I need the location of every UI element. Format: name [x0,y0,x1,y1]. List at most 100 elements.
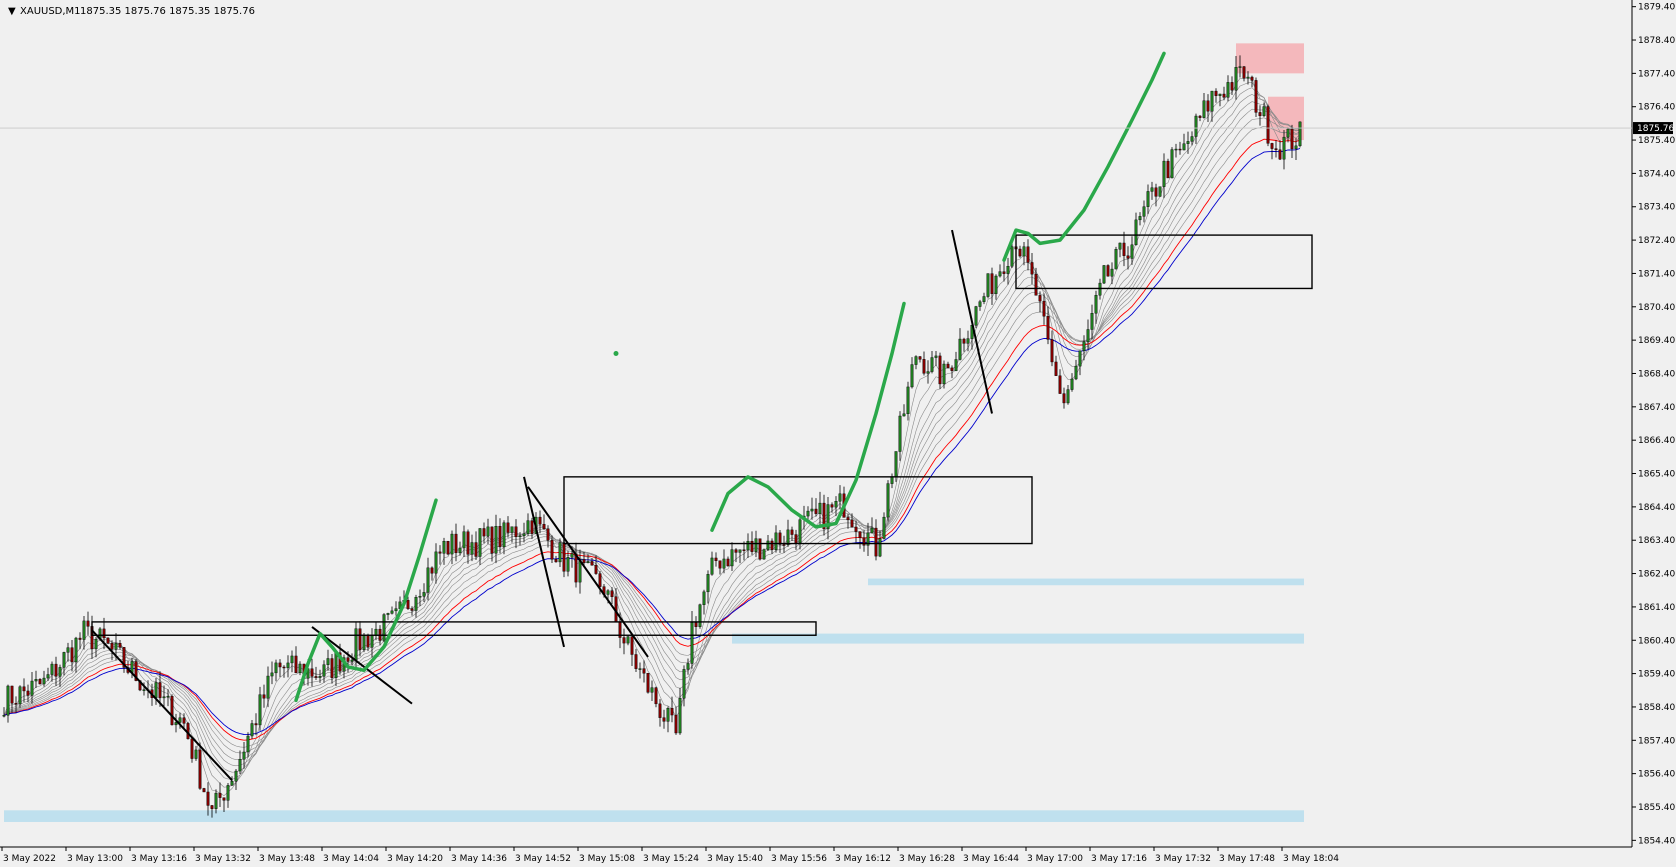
candle-body [1294,145,1298,150]
candle-body [122,647,126,668]
chart-ohlc: 1875.35 1875.76 1875.35 1875.76 [80,6,255,17]
candle [1086,319,1090,350]
candle [722,549,726,574]
candle-body [414,597,418,611]
candle [1206,94,1210,123]
candle-body [70,647,74,663]
candle [566,550,570,577]
candle-body [754,538,758,552]
candle [1186,131,1190,154]
candle-body [1074,365,1078,380]
candle-body [1266,106,1270,144]
candle [482,522,486,544]
candle [1142,200,1146,223]
candle [1182,133,1186,151]
candle-body [386,613,390,615]
candle-body [1046,316,1050,340]
candle-body [1222,93,1226,98]
candle [410,606,414,616]
candle-body [742,549,746,551]
candle [318,669,322,683]
candle [506,516,510,538]
candle [978,299,982,311]
candle-body [214,792,218,809]
candle [986,273,990,299]
candle-body [670,708,674,716]
candle [42,670,46,687]
candle-body [486,526,490,537]
candle [882,512,886,540]
candle [550,535,554,563]
candle-body [914,356,918,365]
candle [1154,183,1158,207]
candle [1242,66,1246,82]
candle-body [258,694,262,726]
candle [1078,350,1082,376]
candle-body [246,735,250,753]
candle [210,804,214,818]
candle-body [750,540,754,552]
time-tick-label: 3 May 15:56 [771,854,827,864]
candle-body [870,527,874,534]
candle-body [814,508,818,514]
candle-body [1298,121,1302,147]
candle [46,667,50,681]
time-tick-label: 3 May 13:00 [67,854,123,864]
candle [6,684,10,723]
time-tick-label: 3 May 2022 [3,854,56,864]
candle [866,522,870,557]
price-tick-label: 1867.40 [1638,403,1675,413]
candle-body [974,306,978,326]
candle [1098,278,1102,300]
candle [1094,290,1098,324]
time-tick-label: 3 May 17:32 [1155,854,1211,864]
candle [538,510,542,534]
price-axis: 1879.40 1878.40 1877.40 1876.40 1875.40 1874.… [0,0,1675,848]
candle [1070,373,1074,392]
candle-body [766,540,770,550]
candle [474,531,478,561]
candle [462,525,466,558]
candle [510,526,514,543]
trend-curve-0 [294,498,438,703]
candle-body [682,669,686,699]
candle-body [1282,136,1286,160]
candle-body [530,520,534,534]
candle [158,671,162,707]
candle-body [1110,268,1114,277]
candle [1222,86,1226,101]
candle [50,661,54,682]
candle-body [1170,149,1174,179]
candle [78,632,82,650]
candle-body [118,643,122,648]
candle-body [14,703,18,705]
candle-body [1018,248,1022,257]
candle-body [846,517,850,521]
candle [122,646,126,673]
candle-body [226,785,230,801]
candle-body [862,537,866,546]
candle-body [906,386,910,415]
candle-body [202,788,206,793]
candle [418,589,422,607]
candle-body [658,703,662,718]
candle [1214,88,1218,103]
candle [1138,212,1142,226]
price-tick-label: 1874.40 [1638,169,1675,179]
candle [942,360,946,389]
candle [622,628,626,655]
candle [862,529,866,552]
candle-body [590,561,594,566]
candle [586,554,590,564]
candle-body [630,636,634,655]
candle-body [1186,141,1190,144]
candle-body [694,622,698,627]
candle-body [194,749,198,759]
candle [234,769,238,791]
candle-body [334,652,338,678]
candle-body [882,516,886,539]
candle-body [1006,266,1010,274]
candle [654,686,658,708]
